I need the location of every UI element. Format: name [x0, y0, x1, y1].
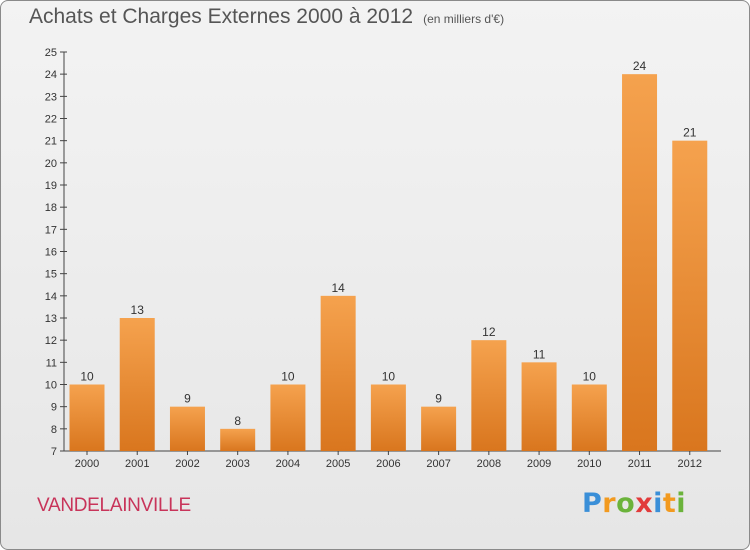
x-tick-label: 2000 — [75, 458, 99, 470]
bar — [521, 362, 557, 451]
x-tick-label: 2012 — [678, 458, 702, 470]
logo-letter: o — [616, 488, 636, 519]
x-tick-label: 2006 — [376, 458, 400, 470]
y-tick-label: 9 — [51, 402, 57, 414]
y-tick-label: 13 — [45, 313, 57, 325]
x-tick-label: 2004 — [276, 458, 300, 470]
bar — [320, 295, 356, 451]
y-tick-label: 23 — [45, 91, 57, 103]
bar — [169, 406, 205, 451]
bar-value-label: 14 — [331, 281, 345, 295]
x-tick-label: 2007 — [426, 458, 450, 470]
x-tick-label: 2009 — [527, 458, 551, 470]
bar-value-label: 24 — [633, 59, 647, 73]
bar — [270, 384, 306, 451]
y-tick-label: 19 — [45, 180, 57, 192]
commune-name: VANDELAINVILLE — [37, 495, 191, 516]
bar — [370, 384, 406, 451]
bar — [69, 384, 105, 451]
y-tick-label: 24 — [45, 69, 57, 81]
bar — [119, 318, 155, 451]
bar — [471, 340, 507, 451]
title-main: Achats et Charges Externes 2000 à 2012 — [29, 5, 414, 28]
y-tick-label: 12 — [45, 335, 57, 347]
y-tick-label: 8 — [51, 424, 57, 436]
title-unit: (en milliers d'€) — [423, 12, 505, 26]
bar-value-label: 9 — [184, 392, 191, 406]
bar-value-label: 13 — [131, 303, 145, 317]
logo-letter: t — [662, 488, 677, 519]
x-tick-label: 2003 — [225, 458, 249, 470]
x-tick-label: 2008 — [477, 458, 501, 470]
y-tick-label: 11 — [46, 357, 57, 369]
bar — [571, 384, 607, 451]
y-tick-label: 10 — [45, 380, 57, 392]
logo-letter: r — [602, 488, 617, 519]
y-tick-label: 7 — [51, 446, 57, 458]
y-tick-label: 20 — [45, 158, 57, 170]
bar-value-label: 10 — [583, 370, 597, 384]
y-tick-label: 22 — [45, 114, 57, 126]
x-tick-label: 2011 — [628, 458, 652, 470]
y-tick-label: 18 — [45, 202, 57, 214]
bar-value-label: 10 — [281, 370, 295, 384]
bar — [672, 140, 708, 451]
bar-value-label: 11 — [533, 347, 546, 361]
x-tick-label: 2005 — [326, 458, 350, 470]
logo-letter: i — [653, 488, 663, 519]
y-tick-label: 14 — [45, 291, 57, 303]
bar-value-label: 21 — [683, 126, 697, 140]
bar-value-label: 12 — [482, 325, 496, 339]
bar-value-label: 9 — [435, 392, 442, 406]
x-tick-label: 2001 — [125, 458, 149, 470]
bar-value-label: 10 — [80, 370, 94, 384]
bar — [220, 428, 256, 451]
y-tick-label: 21 — [45, 136, 57, 148]
x-tick-label: 2002 — [175, 458, 199, 470]
bar — [622, 74, 658, 452]
logo-letter: x — [635, 488, 654, 519]
logo-letter: i — [676, 488, 687, 519]
chart-title: Achats et Charges Externes 2000 à 2012 (e… — [29, 5, 504, 29]
bar — [421, 406, 457, 451]
logo-letter: P — [582, 488, 603, 519]
y-tick-label: 25 — [45, 47, 57, 59]
y-tick-label: 17 — [45, 224, 57, 236]
proxiti-logo: Proxiti — [582, 488, 686, 519]
y-tick-label: 15 — [45, 269, 57, 281]
x-tick-label: 2010 — [577, 458, 601, 470]
y-tick-label: 16 — [45, 247, 57, 259]
bar-value-label: 8 — [234, 414, 241, 428]
bar-value-label: 10 — [382, 370, 396, 384]
